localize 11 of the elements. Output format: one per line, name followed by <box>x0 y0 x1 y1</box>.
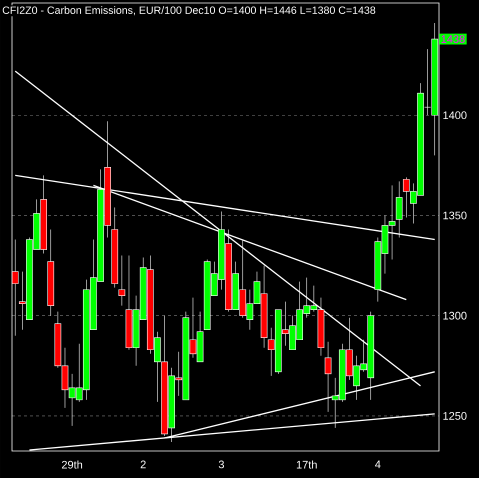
y-tick-label: 1350 <box>443 212 467 220</box>
x-tick-label: 3 <box>218 460 224 468</box>
y-tick-label: 1400 <box>443 111 467 120</box>
x-tick-label: 4 <box>375 460 381 468</box>
x-tick-label: 29th <box>62 460 82 469</box>
y-tick-label: 1250 <box>443 412 467 420</box>
annotation: 1438 <box>442 35 465 43</box>
x-tick-label: 2 <box>140 460 146 468</box>
chart-title: CFI2Z0 - Carbon Emissions, EUR/100 Dec10 O=1400 H=1446 L=1380 C=1438 <box>2 6 376 16</box>
x-tick-label: 17th <box>296 460 317 469</box>
y-tick-label: 1300 <box>443 312 467 320</box>
